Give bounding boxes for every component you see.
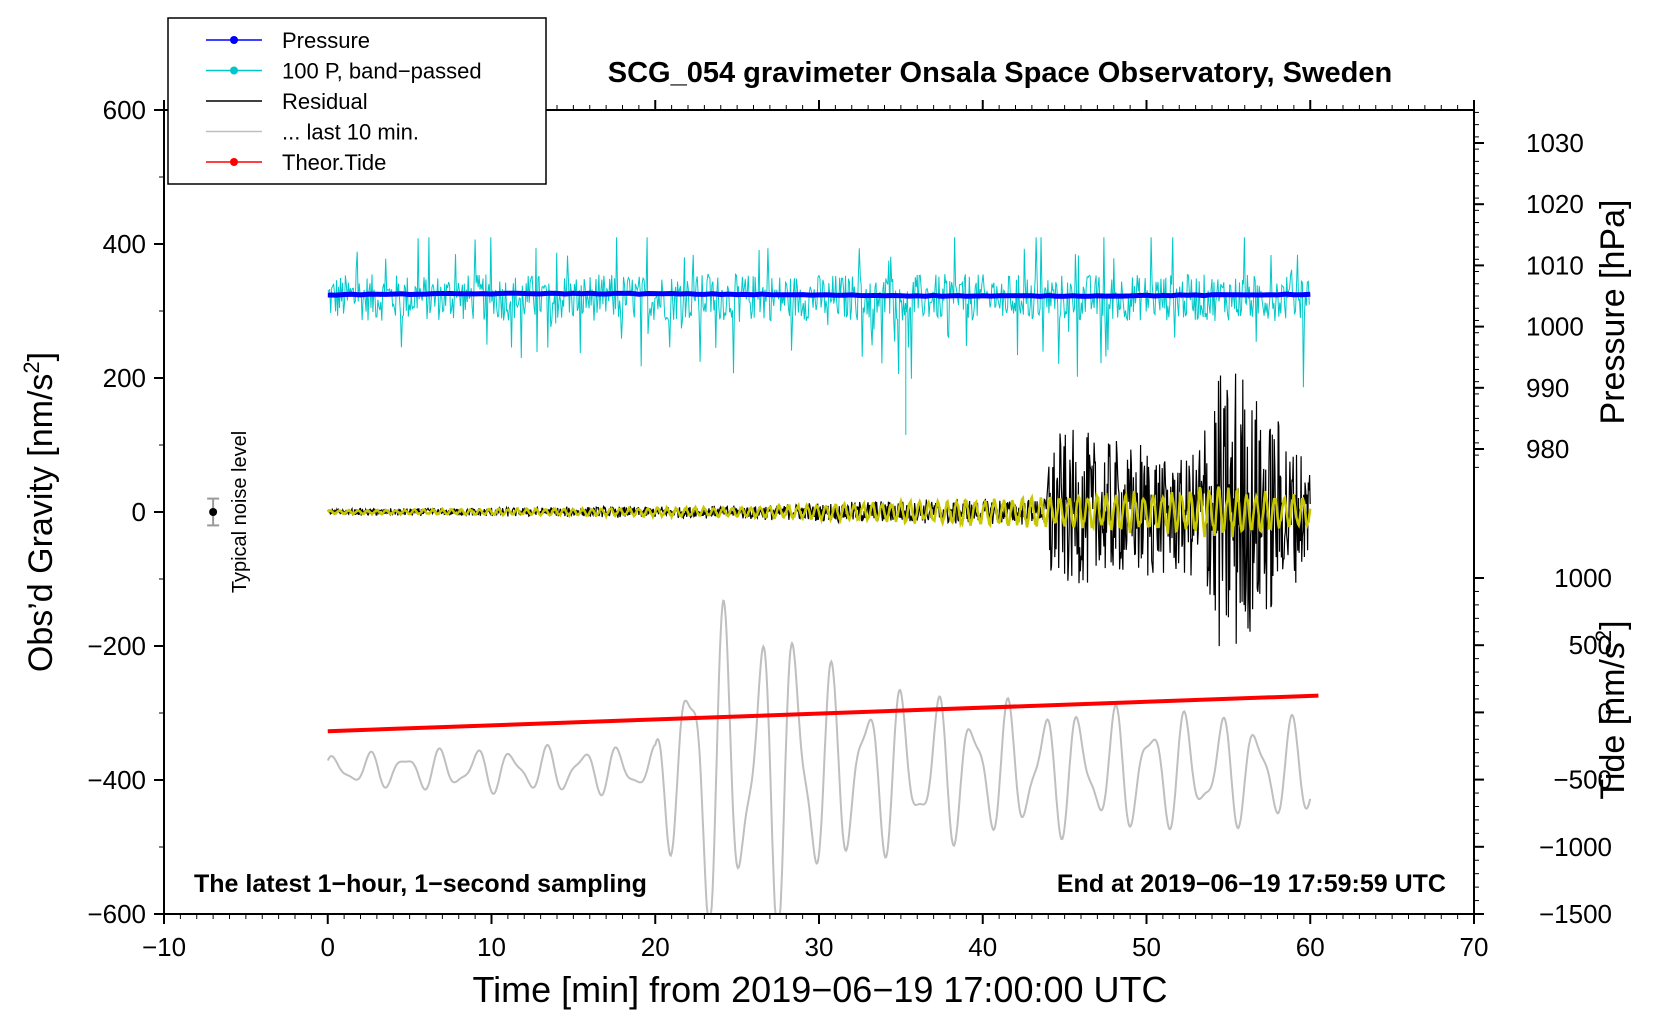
x-tick-label: 20 — [641, 932, 670, 962]
y-axis-label-left-text: Obs’d Gravity [nm/s — [22, 374, 60, 673]
y-axis-label-left-sup: 2 — [19, 361, 44, 373]
series-theor-tide — [327, 693, 1319, 734]
x-tick-label: 30 — [805, 932, 834, 962]
y-axis-label-left: Obs’d Gravity [nm/s2] — [19, 352, 60, 672]
noise-level-marker: Typical noise level — [207, 431, 251, 593]
legend-label: 100 P, band−passed — [282, 59, 482, 84]
noise-dot — [209, 508, 218, 516]
y-axis-label-tide: Tide [nm/s2] — [1591, 620, 1632, 799]
x-tick-label: 10 — [477, 932, 506, 962]
series-pressure — [327, 290, 1311, 299]
pressure-tick-label: 1020 — [1526, 189, 1584, 219]
series-last-10-min — [326, 599, 1312, 914]
tide-tick-label: 500 — [1569, 630, 1612, 660]
annotation-end-time: End at 2019−06−19 17:59:59 UTC — [1057, 870, 1446, 898]
x-tick-label: 50 — [1132, 932, 1161, 962]
y-tick-label: −400 — [87, 765, 146, 795]
x-axis-label: Time [min] from 2019−06−19 17:00:00 UTC — [472, 969, 1167, 1010]
y-tick-label: 600 — [103, 95, 146, 125]
pressure-tick-label: 1000 — [1526, 312, 1584, 342]
annotation-sampling: The latest 1−hour, 1−second sampling — [194, 870, 647, 898]
x-tick-label: 60 — [1296, 932, 1325, 962]
y-tick-label: −200 — [87, 631, 146, 661]
tide-tick-label: 0 — [1598, 697, 1612, 727]
tide-tick-label: 1000 — [1554, 563, 1612, 593]
tide-tick-label: −1000 — [1539, 832, 1612, 862]
y-axis-label-pressure: Pressure [hPa] — [1594, 200, 1632, 425]
y-axis-label-left-close: ] — [22, 352, 60, 361]
pressure-tick-label: 990 — [1526, 373, 1569, 403]
legend-marker — [230, 36, 238, 44]
x-tick-label: 0 — [321, 932, 335, 962]
chart-title: SCG_054 gravimeter Onsala Space Observat… — [608, 57, 1392, 89]
axes-layer: −10 0 10 20 30 40 50 60 70−600−400−2000200400600… — [87, 95, 1612, 962]
legend-marker — [230, 66, 238, 75]
y-axis-label-tide-sup: 2 — [1591, 630, 1616, 642]
y-tick-label: 200 — [103, 363, 146, 393]
legend-items: Pressure 100 P, band−passed Residual ... la… — [206, 28, 482, 175]
plot-data-layer — [326, 237, 1319, 914]
x-tick-label: −10 — [142, 932, 186, 962]
pressure-tick-label: 1030 — [1526, 128, 1584, 158]
pressure-tick-label: 980 — [1526, 434, 1569, 464]
noise-level-label: Typical noise level — [229, 431, 251, 593]
y-axis-label-tide-close: ] — [1594, 620, 1632, 629]
legend: Pressure 100 P, band−passed Residual ... la… — [167, 17, 547, 185]
y-tick-label: 400 — [103, 229, 146, 259]
legend-label: ... last 10 min. — [282, 120, 419, 145]
legend-label: Theor.Tide — [282, 150, 386, 175]
y-tick-label: 0 — [132, 497, 146, 527]
legend-label: Residual — [282, 89, 368, 114]
x-tick-label: 40 — [968, 932, 997, 962]
series-residual-filtered — [327, 486, 1312, 538]
legend-marker — [230, 158, 238, 166]
y-axis-label-tide-text: Tide [nm/s — [1594, 642, 1632, 799]
tide-tick-label: −1500 — [1539, 899, 1612, 929]
legend-label: Pressure — [282, 28, 370, 53]
x-tick-label: 70 — [1460, 932, 1489, 962]
pressure-tick-label: 1010 — [1526, 250, 1584, 280]
tide-tick-label: −500 — [1553, 765, 1612, 795]
y-tick-label: −600 — [87, 899, 146, 929]
